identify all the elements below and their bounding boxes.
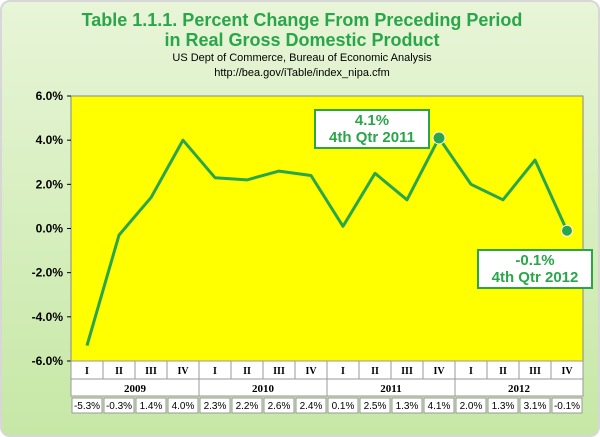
data-label-cell	[199, 397, 231, 414]
quarter-label: IV	[305, 366, 317, 377]
data-label-cell	[423, 397, 455, 414]
data-label: -0.1%	[554, 401, 580, 412]
data-label: 2.3%	[204, 401, 227, 412]
quarter-label: III	[273, 366, 285, 377]
data-label: 1.3%	[396, 401, 419, 412]
data-label: 4.1%	[428, 401, 451, 412]
quarter-label: IV	[433, 366, 445, 377]
year-label: 2011	[380, 383, 401, 395]
data-label-cell	[487, 397, 519, 414]
data-label-cell	[71, 397, 103, 414]
quarter-label: III	[145, 366, 157, 377]
data-label-cell	[231, 397, 263, 414]
year-label: 2010	[252, 383, 275, 395]
data-label: 2.5%	[364, 401, 387, 412]
data-label: 0.1%	[332, 401, 355, 412]
data-label-cell	[391, 397, 423, 414]
data-label: -0.3%	[106, 401, 132, 412]
year-label: 2009	[124, 383, 147, 395]
y-tick-label: 4.0%	[36, 133, 64, 147]
highlight-marker	[432, 131, 446, 145]
quarter-label: II	[371, 366, 379, 377]
data-label-cell	[295, 397, 327, 414]
data-label-cell	[135, 397, 167, 414]
data-label-cell	[103, 397, 135, 414]
data-label: 3.1%	[524, 401, 547, 412]
y-tick-label: 2.0%	[36, 177, 64, 191]
data-label: 1.3%	[492, 401, 515, 412]
data-label-cell	[455, 397, 487, 414]
quarter-label: II	[243, 366, 251, 377]
quarter-label: IV	[177, 366, 189, 377]
data-label: 2.0%	[460, 401, 483, 412]
data-label-cell	[519, 397, 551, 414]
quarter-label: I	[85, 366, 89, 377]
quarter-label: I	[469, 366, 473, 377]
annotation-peak-period: 4th Qtr 2011	[329, 129, 415, 146]
y-tick-label: 0.0%	[36, 222, 64, 236]
quarter-label: IV	[561, 366, 573, 377]
data-label-cell	[263, 397, 295, 414]
data-label-cell	[327, 397, 359, 414]
annotation-latest-period: 4th Qtr 2012	[491, 269, 579, 286]
data-label: 4.0%	[172, 401, 195, 412]
quarter-label: III	[401, 366, 413, 377]
chart-title-line2: in Real Gross Domestic Product	[164, 30, 440, 50]
data-label: 2.2%	[236, 401, 259, 412]
annotation-latest: -0.1% 4th Qtr 2012	[477, 249, 593, 289]
source-line2: http://bea.gov/iTable/index_nipa.cfm	[214, 67, 390, 79]
year-label: 2012	[508, 383, 531, 395]
series-line	[85, 136, 569, 346]
highlight-marker	[561, 224, 573, 237]
y-tick-label: -6.0%	[32, 354, 64, 368]
source-line1: US Dept of Commerce, Bureau of Economic …	[172, 52, 432, 64]
data-label-cell	[359, 397, 391, 414]
quarter-label: I	[341, 366, 345, 377]
y-tick-label: 6.0%	[36, 89, 64, 103]
data-label-cell	[551, 397, 583, 414]
data-label: 2.4%	[300, 401, 323, 412]
y-tick-label: -2.0%	[32, 266, 64, 280]
quarter-label: II	[115, 366, 123, 377]
chart-title-line1: Table 1.1.1. Percent Change From Precedi…	[81, 10, 523, 30]
data-label: 1.4%	[140, 401, 163, 412]
quarter-label: I	[213, 366, 217, 377]
data-label: -5.3%	[74, 401, 100, 412]
quarter-label: III	[529, 366, 541, 377]
annotation-peak: 4.1% 4th Qtr 2011	[314, 109, 430, 149]
quarter-label: II	[499, 366, 507, 377]
data-label-cell	[167, 397, 199, 414]
annotation-latest-value: -0.1%	[515, 252, 555, 269]
annotation-peak-value: 4.1%	[354, 112, 390, 129]
y-tick-label: -4.0%	[32, 310, 64, 324]
data-label: 2.6%	[268, 401, 291, 412]
